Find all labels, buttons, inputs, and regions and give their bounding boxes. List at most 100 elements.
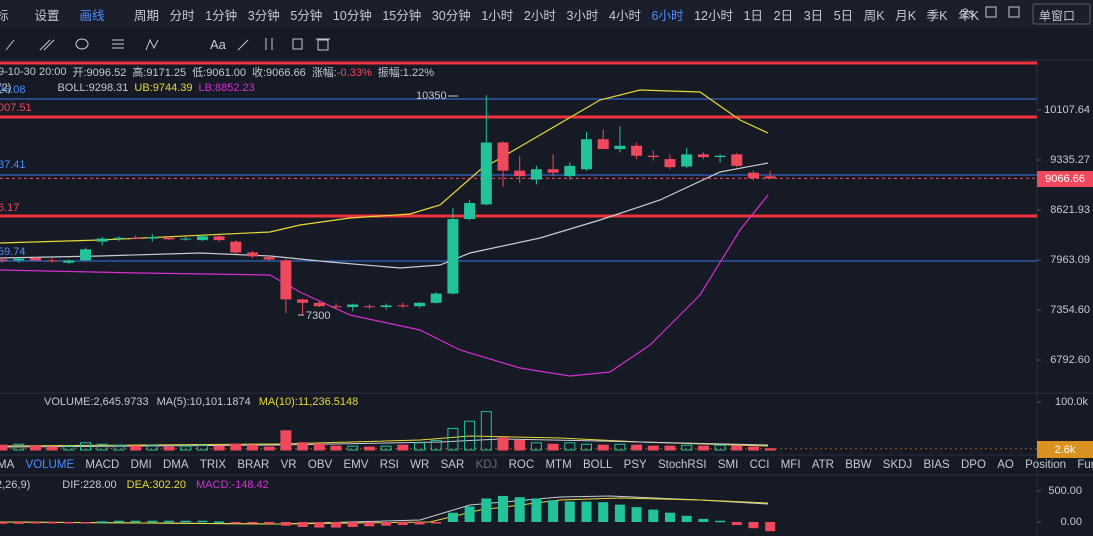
indicator-tab[interactable]: PSY <box>623 459 647 471</box>
level-label: 26.08 <box>0 84 26 96</box>
macd-bar <box>498 495 508 522</box>
period[interactable]: 1小时 <box>481 8 514 23</box>
volume-bar <box>464 420 476 451</box>
indicator-tab[interactable]: SKDJ <box>882 459 913 471</box>
refresh[interactable]: 2s <box>962 6 975 20</box>
boll-lb: LB:8852.23 <box>198 82 255 94</box>
candle-body <box>380 305 392 308</box>
time: 9-10-30 20:00 <box>0 66 67 78</box>
period[interactable]: 15分钟 <box>382 8 422 23</box>
indicator-tab[interactable]: EMV <box>343 459 369 471</box>
indicator-tab[interactable]: CCI <box>749 459 770 471</box>
candle-body <box>631 145 643 156</box>
period[interactable]: 30分钟 <box>431 8 471 23</box>
period[interactable]: 3日 <box>803 8 824 23</box>
ma5: MA(5):10,101.1874 <box>156 396 251 408</box>
period[interactable]: 周K <box>863 8 885 23</box>
indicator-tab[interactable]: SMI <box>717 459 739 471</box>
menu[interactable]: 标 <box>0 8 9 23</box>
period[interactable]: 10分钟 <box>332 8 372 23</box>
indicator-tab[interactable]: WR <box>410 459 430 471</box>
indicator-tabs: MA VOLUME MACD DMI DMA TRIX BRAR VR OBV EMV RSI WR S… <box>0 459 1093 471</box>
period[interactable]: 5日 <box>833 8 854 23</box>
volume-bar <box>130 445 142 451</box>
indicator-tab[interactable]: VOLUME <box>25 459 75 471</box>
indicator-tab[interactable]: AO <box>997 459 1014 471</box>
period[interactable]: 12小时 <box>694 8 733 23</box>
macd-bar <box>364 521 375 527</box>
period[interactable]: 1分钟 <box>205 8 238 23</box>
volume-bar <box>280 430 292 451</box>
macd-bar <box>47 521 58 524</box>
period[interactable]: 5分钟 <box>290 8 323 23</box>
macd-bar <box>481 498 492 522</box>
period[interactable]: 年K <box>958 8 979 23</box>
period[interactable]: 1日 <box>743 8 764 23</box>
indicator-tab[interactable]: TRIX <box>199 459 227 471</box>
macd-bar <box>748 521 759 529</box>
high-annotation: 10350 <box>416 90 447 102</box>
indicator-tab[interactable]: MFI <box>780 459 801 471</box>
macd-params: 2,26,9) <box>0 479 31 491</box>
candle-body <box>564 165 576 177</box>
y-tick-label: 7354.60 <box>1050 304 1090 316</box>
macd-bar <box>331 521 341 528</box>
macd-value: MACD:-148.42 <box>196 479 269 491</box>
indicator-tab[interactable]: StochRSI <box>657 459 707 471</box>
period[interactable]: 2小时 <box>523 8 556 23</box>
candle-body <box>297 299 309 303</box>
level-label: 37.41 <box>0 159 26 171</box>
macd-bar <box>63 521 74 524</box>
candle-body <box>764 176 776 179</box>
volume-tag <box>1037 441 1093 458</box>
indicator-tab[interactable]: RSI <box>379 459 399 471</box>
indicator-tab[interactable]: MACD <box>85 459 120 471</box>
indicator-tab[interactable]: MTM <box>545 459 572 471</box>
period[interactable]: 周期 <box>134 8 160 23</box>
macd-bar <box>614 504 625 522</box>
indicator-tab[interactable]: OBV <box>307 459 333 471</box>
indicator-tab[interactable]: BRAR <box>237 459 270 471</box>
candle-body <box>497 142 509 171</box>
text-tool[interactable]: Aa <box>210 37 226 52</box>
macd-bar <box>230 521 241 524</box>
period[interactable]: 3小时 <box>566 8 599 23</box>
candle-body <box>363 306 375 308</box>
indicator-tab[interactable]: BIAS <box>923 459 950 471</box>
candle-body <box>113 237 125 239</box>
draw[interactable]: 画线 <box>79 8 105 23</box>
period[interactable]: 季K <box>926 8 948 23</box>
period[interactable]: 分时 <box>169 8 195 23</box>
macd-bar <box>681 515 692 522</box>
indicator-tab[interactable]: ROC <box>508 459 535 471</box>
indicator-tab[interactable]: DMI <box>130 459 152 471</box>
period[interactable]: 2日 <box>773 8 794 23</box>
y-tick-label: 8621.93 <box>1050 204 1090 216</box>
indicator-tab[interactable]: MA <box>0 459 15 471</box>
settings[interactable]: 设置 <box>34 8 60 23</box>
indicator-tab[interactable]: BOLL <box>582 459 613 471</box>
period[interactable]: 3分钟 <box>247 8 280 23</box>
indicator-tab[interactable]: DPO <box>961 459 986 471</box>
period[interactable]: 4小时 <box>609 8 641 23</box>
indicator-tab[interactable]: ATR <box>811 459 834 471</box>
macd-bar <box>447 512 458 522</box>
indicator-tab[interactable]: Position <box>1025 459 1067 471</box>
last-price: 9066.66 <box>1045 173 1085 185</box>
period[interactable]: 月K <box>895 8 917 23</box>
indicator-tab[interactable]: SAR <box>440 459 465 471</box>
indicator-tab[interactable]: DMA <box>162 459 189 471</box>
volume-label: VOLUME:2,645.9733 <box>44 396 149 408</box>
volume-bar <box>697 445 709 451</box>
volume-bar <box>196 444 208 451</box>
period[interactable]: 6小时 <box>651 8 684 23</box>
window-button[interactable]: 单窗口 <box>1039 9 1076 23</box>
macd-bar <box>214 521 225 523</box>
indicator-tab[interactable]: VR <box>280 459 297 471</box>
indicator-tab[interactable]: BBW <box>845 459 872 471</box>
indicator-tab[interactable]: Fundflow <box>1077 459 1093 471</box>
period-bar: 周期 分时 1分钟 3分钟 5分钟 10分钟 15分钟 30分钟 1小时 2小时 3小时 4小时 6小时… <box>134 4 979 24</box>
indicator-tab[interactable]: KDJ <box>475 459 498 471</box>
volume-bar <box>363 446 375 451</box>
candle-body <box>397 305 409 307</box>
